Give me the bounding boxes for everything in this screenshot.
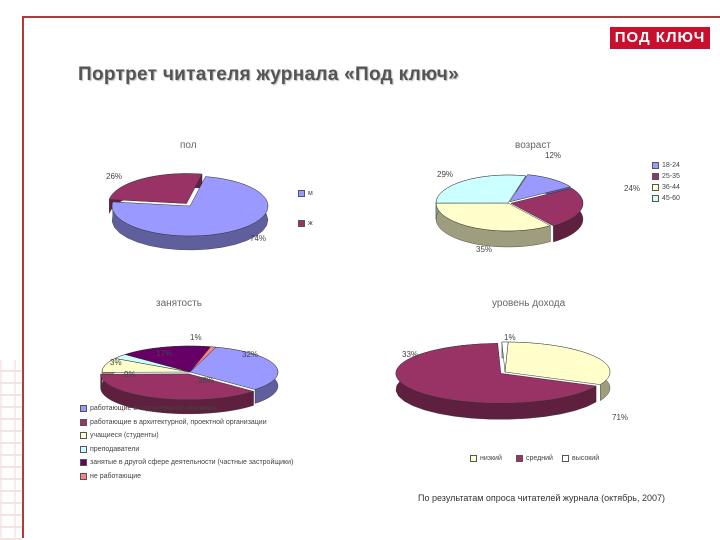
legend-swatch xyxy=(80,418,87,426)
pie-slice xyxy=(124,345,212,373)
legend-entry: преподаватели xyxy=(80,445,140,453)
legend-entry: м xyxy=(298,190,313,197)
legend-swatch xyxy=(80,432,87,439)
legend-swatch xyxy=(652,184,659,191)
legend-label: занятые в другой сфере деятельности (час… xyxy=(90,459,294,466)
legend-entry: высокий xyxy=(562,455,599,462)
pie-slice xyxy=(108,173,203,204)
pie-slice xyxy=(435,174,527,204)
legend-label: работающие в архитектурной, проектной ор… xyxy=(90,418,267,426)
legend-swatch xyxy=(80,405,87,412)
legend-label: высокий xyxy=(572,455,600,462)
data-label: 17% xyxy=(156,349,173,358)
chart-title: занятость xyxy=(156,298,202,309)
legend-entry: 36-44 xyxy=(652,184,680,191)
chart-title: пол xyxy=(180,140,197,151)
pie-slice xyxy=(435,202,552,232)
legend-label: преподаватели xyxy=(90,445,140,453)
data-label: 33% xyxy=(402,350,419,359)
legend-swatch xyxy=(652,162,659,169)
legend-entry: ж xyxy=(298,220,313,227)
pie-slice xyxy=(189,346,279,390)
pie-slice xyxy=(395,343,597,404)
legend-entry: работающие в строительной компании xyxy=(80,405,217,412)
legend-label: 36-44 xyxy=(662,184,680,191)
data-label: 24% xyxy=(624,184,641,193)
legend-label: работающие в строительной компании xyxy=(90,405,217,412)
data-label: 29% xyxy=(437,170,454,179)
chart-title: уровень дохода xyxy=(492,298,566,309)
legend-label: не работающие xyxy=(90,472,142,480)
legend-label: низкий xyxy=(480,455,502,462)
pie-slice xyxy=(504,341,611,385)
data-label: 32% xyxy=(242,350,259,359)
legend-swatch xyxy=(652,173,659,180)
pie-slice xyxy=(510,187,584,227)
data-label: 1% xyxy=(504,333,516,342)
chart-title: возраст xyxy=(515,140,551,151)
legend-label: м xyxy=(308,190,313,197)
legend-swatch xyxy=(298,190,305,197)
legend-entry: не работающие xyxy=(80,472,142,480)
legend-swatch xyxy=(562,455,569,462)
data-label: 12% xyxy=(545,151,562,160)
pie-slice xyxy=(501,341,509,373)
legend-swatch xyxy=(470,455,477,462)
data-label: 1% xyxy=(190,333,202,342)
pie-slice xyxy=(111,176,269,237)
legend-swatch xyxy=(80,472,87,480)
legend-swatch xyxy=(516,455,523,462)
data-label: 35% xyxy=(476,245,493,254)
slide-frame xyxy=(22,16,720,538)
brick-decoration xyxy=(0,360,22,540)
legend-entry: низкий xyxy=(470,455,502,462)
data-label: 3% xyxy=(110,358,122,367)
legend-label: средний xyxy=(526,455,553,462)
legend-swatch xyxy=(652,195,659,202)
legend-entry: средний xyxy=(516,455,553,462)
pie-slice xyxy=(509,174,572,203)
legend-entry: занятые в другой сфере деятельности (час… xyxy=(80,459,293,466)
legend-entry: 18-24 xyxy=(652,162,680,169)
page-title: Портрет читателя журнала «Под ключ» xyxy=(78,64,459,85)
legend-label: ж xyxy=(308,220,313,227)
legend-swatch xyxy=(298,220,305,227)
logo: ПОД КЛЮЧ xyxy=(610,27,710,49)
data-label: 71% xyxy=(612,413,629,422)
data-label: 9% xyxy=(124,370,136,379)
pie-slice xyxy=(189,346,217,373)
data-label: 26% xyxy=(106,172,123,181)
legend-label: 25-35 xyxy=(662,173,680,180)
legend-swatch xyxy=(80,459,87,466)
pie-slice xyxy=(100,373,255,401)
legend-label: 45-60 xyxy=(662,195,680,202)
legend-label: 18-24 xyxy=(662,162,680,169)
legend-swatch xyxy=(80,445,87,453)
legend-entry: учащиеся (студенты) xyxy=(80,432,159,439)
legend-label: учащиеся (студенты) xyxy=(90,432,159,439)
footnote: По результатам опроса читателей журнала … xyxy=(418,493,666,503)
legend-entry: 25-35 xyxy=(652,173,680,180)
data-label: 74% xyxy=(250,234,267,243)
legend-entry: 45-60 xyxy=(652,195,680,202)
data-label: 38% xyxy=(198,376,215,385)
legend-entry: работающие в архитектурной, проектной ор… xyxy=(80,418,267,426)
